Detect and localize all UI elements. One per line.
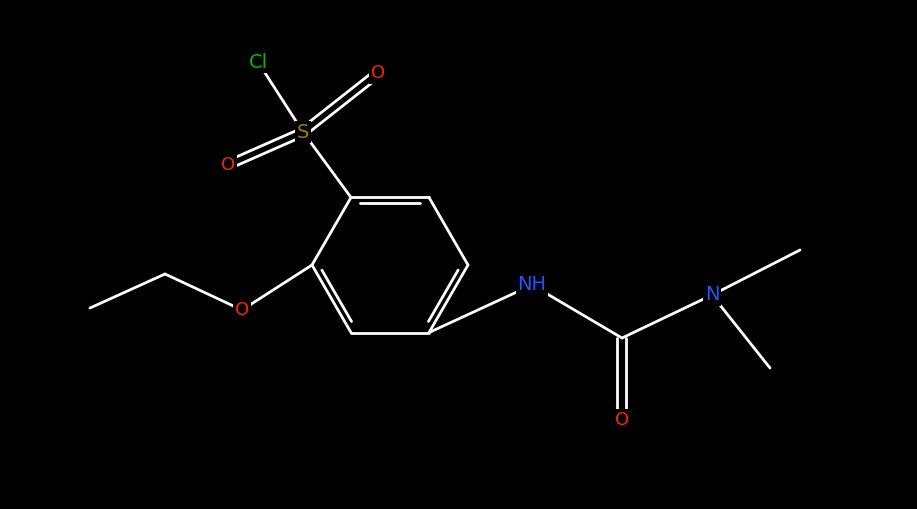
Text: O: O: [615, 411, 629, 429]
Text: Cl: Cl: [249, 52, 268, 71]
Text: NH: NH: [517, 275, 547, 295]
Text: O: O: [371, 64, 385, 82]
Text: O: O: [221, 156, 235, 174]
Text: N: N: [705, 286, 719, 304]
Text: S: S: [297, 123, 309, 142]
Text: O: O: [235, 301, 249, 319]
